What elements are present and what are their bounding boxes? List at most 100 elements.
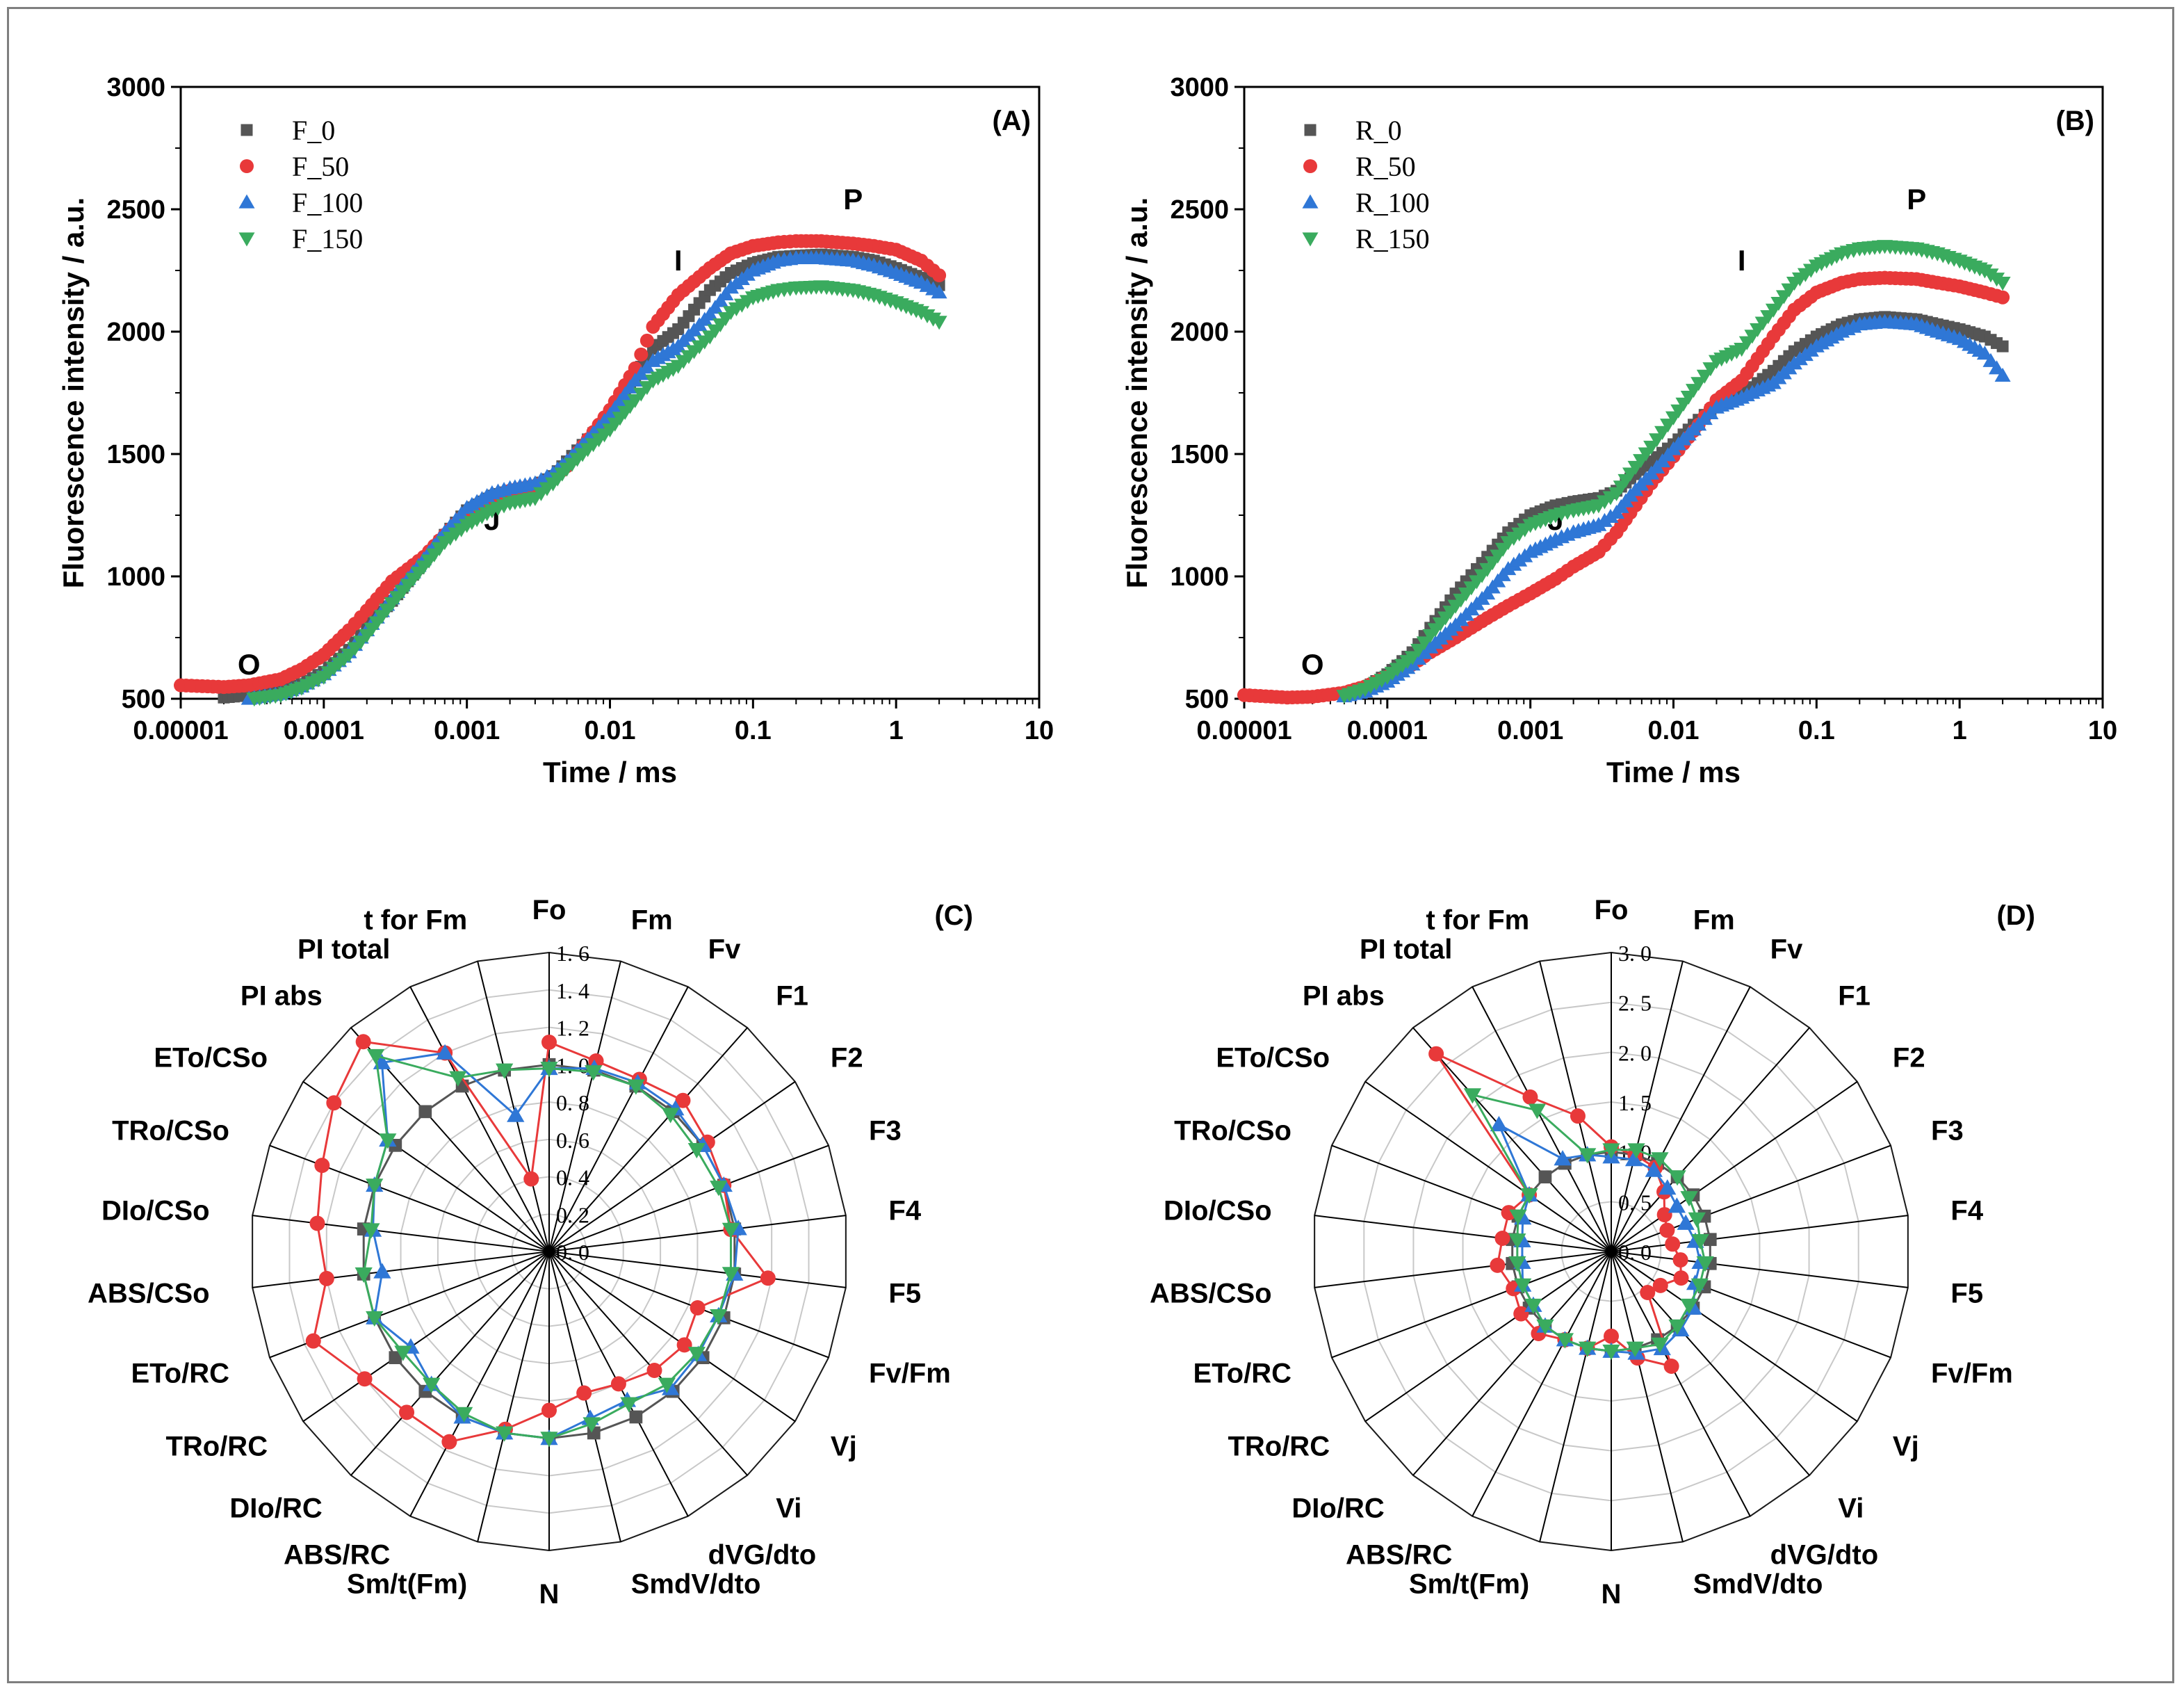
radar-point [1428,1046,1444,1062]
series-F_0 [218,248,945,704]
radar-tick-label: 2. 5 [1618,991,1652,1016]
legend: R_0 R_50 R_100 R_150 [1302,115,1430,254]
legend-label: F_100 [292,187,363,218]
radar-point [1570,1108,1586,1124]
radar-point [418,1105,432,1119]
radar-axis-label: dVG/dto [1770,1540,1879,1571]
radar-spoke [252,1215,550,1252]
radar-point [441,1434,457,1450]
radar-axis-label: Fm [1693,905,1735,935]
radar-point [1490,1257,1506,1273]
radar-axis-label: ABS/RC [1346,1540,1452,1571]
radar-spoke [548,961,621,1252]
y-tick-label: 500 [122,685,165,714]
data-point [1404,651,1421,665]
y-axis-label: Fluorescence intensity / a.u. [1120,197,1153,589]
radar-point [1651,1152,1669,1168]
radar-point [449,1071,467,1087]
phase-label-p: P [1907,183,1926,216]
radar-spoke [1611,1251,1684,1542]
radar-spoke [252,1251,550,1288]
legend-marker [1302,194,1319,209]
data-point [1696,369,1713,384]
radar-point [710,1181,728,1197]
radar-series-F_50 [305,1034,776,1450]
radar-point [1490,1115,1508,1132]
radar-point [1579,1148,1597,1164]
radar-point [496,1063,514,1079]
x-tick-label: 0.1 [1798,716,1835,745]
legend-marker [1302,232,1319,247]
radar-point [399,1404,415,1420]
data-point [932,268,947,283]
radar-point [1508,1256,1526,1272]
phase-label-o: O [238,648,261,681]
radar-axis-label: Vi [776,1493,801,1523]
radar-point [687,1347,706,1363]
x-tick-label: 1 [889,716,904,745]
radar-point [1668,1170,1686,1186]
legend-marker [240,159,254,173]
radar-axis-label: TRo/RC [165,1431,268,1461]
data-point [639,333,654,348]
radar-axis-label: F4 [1950,1196,1983,1226]
legend-label: F_150 [292,223,363,254]
radar-point [1626,1341,1644,1357]
x-tick-label: 10 [2088,716,2117,745]
radar-point [1513,1306,1529,1322]
radar-spoke [1611,1144,1891,1252]
radar-point [540,1062,558,1078]
radar-axis-label: t for Fm [364,905,467,935]
radar-axis-label: F5 [888,1278,921,1309]
radar-spoke [1364,1080,1612,1252]
radar-axis-label: Vj [831,1431,857,1461]
x-tick-label: 0.00001 [1196,716,1291,745]
radar-point [585,1065,603,1081]
radar-spoke [1611,1080,1858,1252]
radar-point [1640,1285,1656,1301]
radar-point [366,1048,385,1065]
radar-chart-2: 0. 00. 20. 40. 60. 81. 01. 21. 41. 6Fo Fm… [88,895,973,1610]
radar-spoke [1539,961,1612,1252]
radar-point [366,1311,384,1327]
radar-point [1691,1233,1709,1250]
radar-spoke [1314,1215,1612,1252]
radar-axis-label: SmdV/dto [631,1569,761,1600]
radar-point [1554,1150,1572,1166]
panel-label: (D) [1996,900,2035,931]
legend: F_0 F_50 F_100 F_150 [238,115,363,254]
radar-axis-label: PI abs [241,981,323,1012]
radar-tick-label: 0. 2 [556,1202,589,1227]
radar-axis-label: SmdV/dto [1693,1569,1823,1600]
radar-tick-label: 0. 0 [1618,1240,1652,1265]
data-point [1416,636,1433,651]
ojip-chart-0: 0.00001 0.0001 0.001 0.01 0.1 1 10 500 1000 1500 2… [57,73,1054,788]
radar-axis-label: TRo/CSo [112,1116,229,1147]
radar-axis-label: TRo/CSo [1174,1116,1291,1147]
y-axis-label: Fluorescence intensity / a.u. [57,197,90,589]
radar-point [1524,1298,1542,1315]
radar-tick-label: 0. 6 [556,1128,589,1153]
series-R_100 [1336,314,2011,703]
radar-spoke [302,1080,550,1252]
radar-point [661,1108,680,1124]
radar-axis-label: Sm/t(Fm) [1409,1569,1529,1600]
radar-spoke [548,1251,796,1423]
radar-spoke [302,1251,550,1423]
radar-axis-label: F1 [1838,981,1871,1012]
y-tick-label: 2500 [106,195,165,225]
radar-axis-label: Fo [532,895,567,925]
data-point [931,316,947,330]
x-tick-label: 0.01 [1648,716,1700,745]
radar-point [1528,1103,1547,1119]
x-tick-label: 0.00001 [133,716,228,745]
radar-spoke [1314,1251,1612,1288]
data-point [1996,340,2009,353]
radar-axis-label: DIo/RC [1291,1493,1384,1523]
radar-tick-label: 0. 0 [556,1240,589,1265]
radar-axis-label: Fv [1770,934,1803,964]
radar-point [541,1035,557,1050]
radar-spoke [1472,1251,1612,1517]
radar-spoke [350,1251,550,1476]
data-point [1410,643,1427,658]
